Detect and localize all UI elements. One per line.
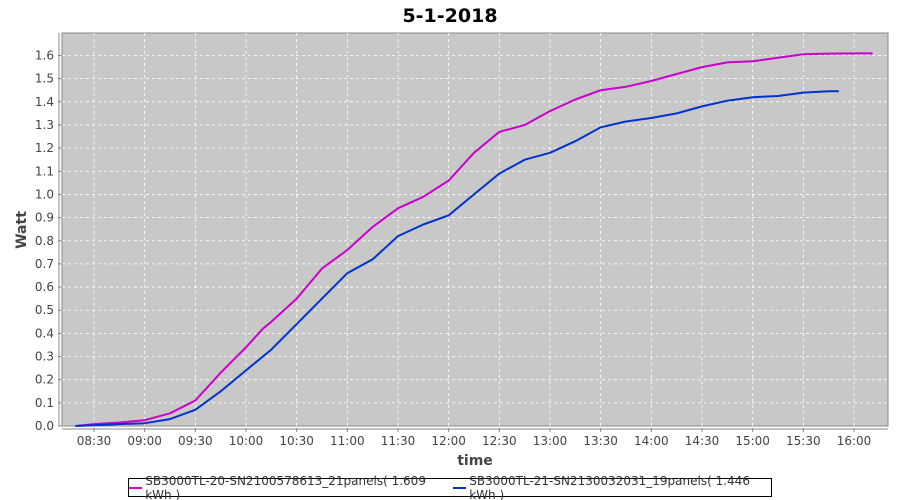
x-tick-label: 13:30 bbox=[583, 434, 618, 448]
x-tick-label: 10:30 bbox=[279, 434, 314, 448]
x-tick-label: 15:00 bbox=[735, 434, 770, 448]
x-tick-label: 14:00 bbox=[634, 434, 669, 448]
y-tick-label: 1.6 bbox=[35, 49, 54, 63]
x-tick-label: 09:00 bbox=[127, 434, 162, 448]
y-axis-label: Watt bbox=[14, 211, 30, 249]
y-tick-label: 0.1 bbox=[35, 396, 54, 410]
y-tick-label: 1.1 bbox=[35, 164, 54, 178]
y-tick-label: 0.7 bbox=[35, 257, 54, 271]
plot-area bbox=[61, 32, 889, 427]
x-tick-label: 13:00 bbox=[533, 434, 568, 448]
y-tick-label: 1.0 bbox=[35, 187, 54, 201]
legend: SB3000TL-20-SN2100578613_21panels( 1.609… bbox=[128, 474, 772, 500]
y-tick-label: 1.2 bbox=[35, 141, 54, 155]
legend-label: SB3000TL-21-SN2130032031_19panels( 1.446… bbox=[469, 473, 750, 500]
legend-swatch bbox=[453, 486, 467, 489]
y-tick-label: 0.8 bbox=[35, 234, 54, 248]
y-tick-label: 1.3 bbox=[35, 118, 54, 132]
legend-swatch bbox=[129, 486, 143, 489]
legend-label: SB3000TL-20-SN2100578613_21panels( 1.609… bbox=[145, 473, 426, 500]
legend-item: SB3000TL-21-SN2130032031_19panels( 1.446… bbox=[453, 474, 771, 500]
x-tick-label: 16:00 bbox=[837, 434, 872, 448]
y-tick-label: 0.3 bbox=[35, 350, 54, 364]
x-tick-label: 09:30 bbox=[178, 434, 213, 448]
x-tick-label: 11:30 bbox=[381, 434, 416, 448]
x-tick-label: 14:30 bbox=[685, 434, 720, 448]
x-tick-label: 11:00 bbox=[330, 434, 365, 448]
y-tick-label: 0.4 bbox=[35, 326, 54, 340]
x-tick-label: 08:30 bbox=[77, 434, 112, 448]
y-tick-label: 0.0 bbox=[35, 419, 54, 433]
y-tick-label: 1.4 bbox=[35, 95, 54, 109]
chart-title: 5-1-2018 bbox=[402, 5, 497, 27]
series-line-2 bbox=[75, 90, 839, 427]
y-tick-label: 0.9 bbox=[35, 211, 54, 225]
series-line-1 bbox=[75, 52, 873, 427]
x-tick-label: 15:30 bbox=[786, 434, 821, 448]
y-tick-label: 0.6 bbox=[35, 280, 54, 294]
x-tick-label: 12:30 bbox=[482, 434, 517, 448]
y-tick-label: 1.5 bbox=[35, 72, 54, 86]
x-tick-label: 12:00 bbox=[431, 434, 466, 448]
legend-item: SB3000TL-20-SN2100578613_21panels( 1.609… bbox=[129, 474, 447, 500]
x-axis-label: time bbox=[457, 453, 493, 469]
y-tick-label: 0.2 bbox=[35, 373, 54, 387]
x-tick-label: 10:00 bbox=[229, 434, 264, 448]
y-tick-label: 0.5 bbox=[35, 303, 54, 317]
